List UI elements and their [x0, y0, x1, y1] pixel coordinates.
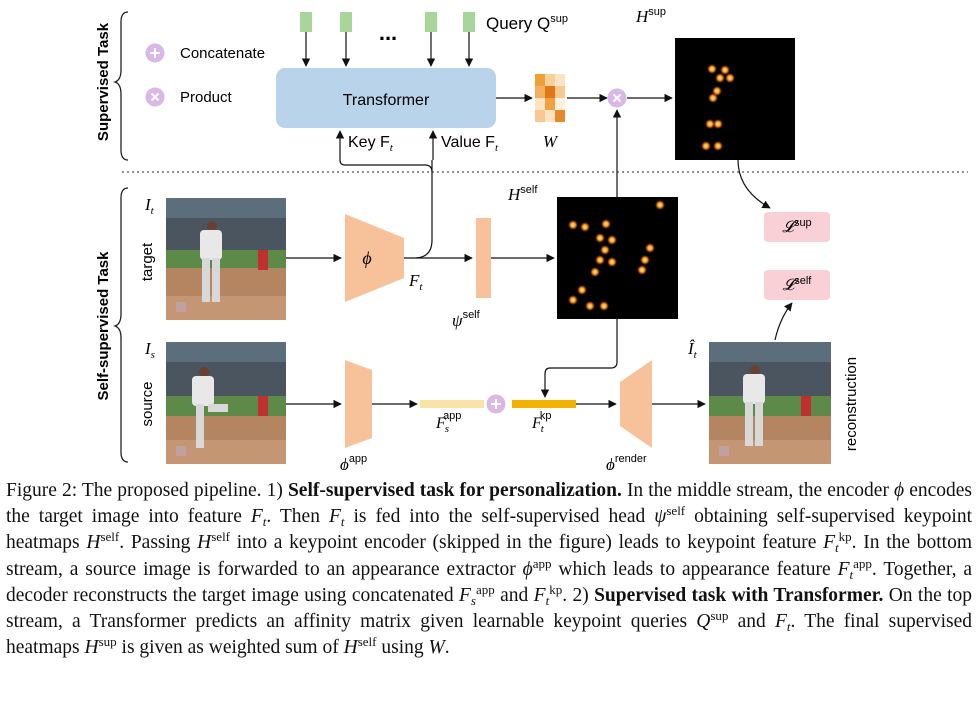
source-label: source	[139, 381, 156, 426]
hsup-to-loss-arrow	[737, 159, 771, 209]
query-token	[300, 12, 312, 32]
it-hat-label: Ît	[687, 339, 698, 361]
feature-to-transformer-line	[415, 160, 433, 259]
ft-label: Ft	[408, 271, 423, 293]
psi-self-head	[476, 218, 491, 298]
render-decoder	[620, 360, 652, 448]
phi-app-label: ϕapp	[340, 453, 367, 470]
hself-label: Hself	[507, 184, 538, 204]
query-tokens: ...	[300, 12, 475, 67]
query-token	[425, 12, 437, 32]
fs-app-label: Fsapp	[435, 410, 461, 435]
hself-to-keypoint-arrow	[540, 319, 618, 398]
key-label: Key Ft	[348, 134, 394, 154]
appearance-extractor	[345, 360, 372, 448]
it-label: It	[144, 195, 155, 217]
w-label: W	[543, 132, 559, 151]
affinity-matrix-w	[535, 74, 565, 122]
supervised-task-label: Supervised Task	[95, 22, 112, 141]
appearance-feature-bar	[420, 400, 484, 408]
query-ellipsis: ...	[379, 20, 397, 45]
target-label: target	[139, 242, 156, 281]
figure-caption: Figure 2: The proposed pipeline. 1) Self…	[6, 480, 973, 659]
ft-kp-label: Ftkp	[531, 410, 551, 435]
phi-label: ϕ	[362, 248, 371, 268]
source-image	[166, 342, 286, 464]
query-token	[463, 12, 475, 32]
loss-sup-box	[764, 212, 830, 242]
self-supervised-bracket	[112, 187, 129, 463]
legend-concatenate: Concatenate	[145, 43, 265, 63]
legend-concatenate-label: Concatenate	[180, 45, 265, 62]
query-label: Query Qsup	[486, 13, 568, 33]
self-supervised-task-label: Self-supervised Task	[95, 251, 112, 401]
legend-product-label: Product	[180, 89, 233, 106]
reconstruction-label: reconstruction	[843, 357, 860, 451]
transformer-label: Transformer	[343, 92, 430, 109]
reconstruction-to-loss-arrow	[774, 302, 793, 341]
loss-self-box	[764, 270, 830, 300]
keypoint-feature-bar	[512, 400, 576, 408]
query-token	[340, 12, 352, 32]
supervised-bracket	[112, 11, 129, 161]
pipeline-diagram: Supervised Task Self-supervised Task Con…	[95, 6, 968, 470]
psi-self-label: ψself	[452, 309, 481, 330]
legend-product: Product	[145, 87, 233, 107]
transformer-block	[276, 68, 496, 128]
hself-keypoints	[568, 200, 665, 311]
value-label: Value Ft	[441, 134, 499, 154]
target-image	[166, 198, 286, 320]
reconstruction-image	[709, 342, 831, 464]
feature-split-connector	[339, 159, 433, 173]
hsup-keypoints	[701, 64, 735, 151]
encoder-phi	[345, 214, 404, 302]
is-label: Is	[144, 339, 155, 361]
phi-render-label: ϕrender	[606, 453, 647, 470]
hsup-heatmap	[675, 38, 795, 160]
hsup-label: Hsup	[635, 6, 666, 26]
